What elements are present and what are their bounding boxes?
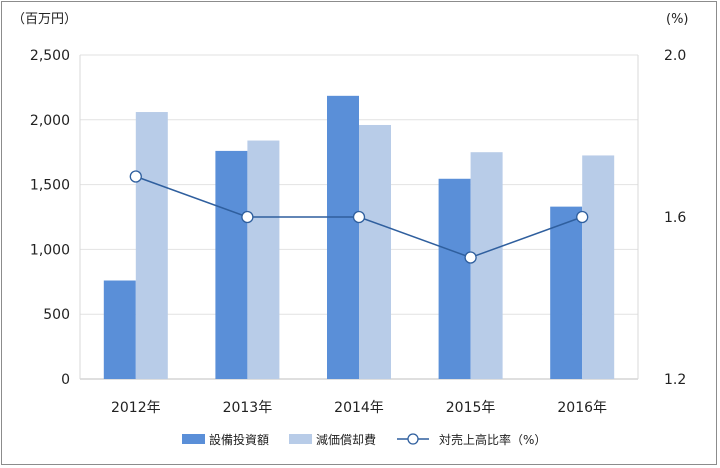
left-tick-label: 0 — [61, 372, 70, 388]
bar-capex-0 — [103, 280, 136, 379]
bar-capex-2 — [327, 95, 359, 379]
bar-depreciation-0 — [135, 112, 168, 380]
legend-swatch-depreciation — [289, 434, 312, 444]
ratio-point-0 — [129, 170, 142, 183]
legend-marker-ratio — [407, 433, 419, 445]
bar-series — [103, 95, 615, 380]
x-tick-label: 2012年 — [111, 400, 161, 416]
bar-depreciation-3 — [470, 152, 503, 379]
ratio-point-2 — [352, 210, 366, 224]
right-tick-label: 1.6 — [664, 210, 686, 226]
legend-label-depreciation: 減価償却費 — [316, 432, 376, 447]
bar-capex-1 — [215, 150, 248, 379]
ratio-point-1 — [241, 210, 254, 224]
right-axis-unit: (%) — [666, 12, 689, 27]
bar-capex-4 — [550, 206, 583, 379]
bar-depreciation-2 — [359, 124, 391, 379]
left-tick-label: 1,500 — [30, 178, 70, 194]
left-tick-label: 500 — [43, 307, 70, 323]
bar-depreciation-4 — [582, 155, 615, 379]
left-axis-ticks: 0 500 1,000 1,500 2,000 2,500 — [30, 48, 70, 388]
left-tick-label: 2,500 — [30, 48, 70, 64]
legend: 設備投資額 減価償却費 対売上高比率（%） — [182, 432, 546, 447]
left-axis-unit: （百万円） — [12, 12, 77, 27]
left-tick-label: 2,000 — [30, 113, 70, 129]
bar-depreciation-1 — [247, 140, 280, 379]
legend-label-ratio: 対売上高比率（%） — [439, 432, 546, 447]
left-tick-label: 1,000 — [30, 242, 70, 258]
x-tick-label: 2014年 — [334, 400, 384, 416]
bar-capex-3 — [438, 178, 471, 379]
ratio-point-4 — [576, 210, 589, 224]
right-tick-label: 2.0 — [664, 48, 686, 64]
right-tick-label: 1.2 — [664, 372, 686, 388]
ratio-point-3 — [464, 251, 477, 264]
legend-swatch-capex — [182, 434, 205, 444]
x-tick-label: 2015年 — [446, 400, 496, 416]
right-axis-ticks: 1.2 1.6 2.0 — [664, 48, 686, 388]
legend-label-capex: 設備投資額 — [209, 432, 269, 447]
x-tick-label: 2013年 — [223, 400, 273, 416]
ratio-line-series — [129, 170, 589, 264]
x-axis-ticks: 2012年 2013年 2014年 2015年 2016年 — [111, 400, 607, 416]
x-tick-label: 2016年 — [557, 400, 607, 416]
